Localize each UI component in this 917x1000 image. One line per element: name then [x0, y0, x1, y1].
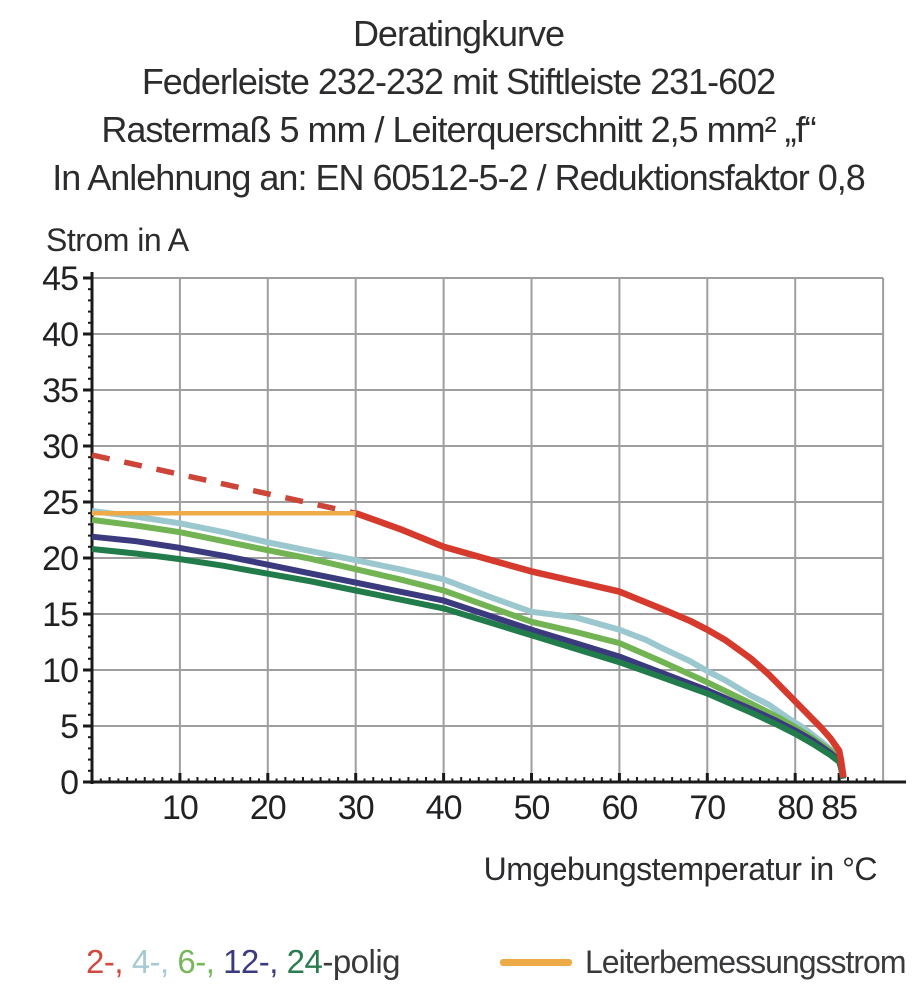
rated-current-label: Leiterbemessungsstrom [585, 943, 906, 980]
y-tick-label-5: 5 [60, 708, 78, 746]
title-line-1: Deratingkurve [352, 13, 565, 54]
x-tick-label-70: 70 [689, 789, 725, 827]
legend-poles-4: 4-, [131, 943, 178, 980]
title-block: Deratingkurve Federleiste 232-232 mit St… [0, 10, 917, 202]
y-axis-label: Strom in A [46, 222, 189, 258]
y-tick-label-10: 10 [42, 652, 78, 690]
x-tick-label-80: 80 [777, 789, 813, 827]
x-tick-label-40: 40 [426, 789, 462, 827]
y-tick-label-20: 20 [42, 540, 78, 578]
x-tick-label-85: 85 [821, 789, 857, 827]
y-tick-label-40: 40 [42, 316, 78, 354]
y-tick-label-45: 45 [42, 260, 78, 298]
legend-poles-24: 24 [286, 943, 323, 980]
x-tick-label-50: 50 [514, 789, 550, 827]
x-tick-label-20: 20 [250, 789, 286, 827]
legend-poles-12: 12-, [223, 943, 287, 980]
y-tick-label-25: 25 [42, 484, 78, 522]
x-axis-label: Umgebungstemperatur in °C [483, 851, 878, 887]
legend-poles-2: 2-, [86, 943, 132, 980]
title-line-3: Rastermaß 5 mm / Leiterquerschnitt 2,5 m… [101, 109, 816, 150]
curve-derating-24polig [91, 546, 847, 780]
title-line-4: In Anlehnung an: EN 60512-5-2 / Reduktio… [52, 157, 866, 198]
poles-legend: 2-, 4-, 6-, 12-, 24 -polig [86, 940, 401, 984]
curve-derating-12polig [91, 533, 847, 780]
x-tick-label-30: 30 [338, 789, 374, 827]
y-tick-label-15: 15 [42, 596, 78, 634]
legend-poles-6: 6-, [177, 943, 224, 980]
y-tick-label-30: 30 [42, 428, 78, 466]
title-line-2: Federleiste 232-232 mit Stiftleiste 231-… [141, 61, 776, 102]
rated-current-line-swatch [500, 958, 572, 966]
curve-derating-2polig [354, 510, 847, 778]
x-tick-label-60: 60 [601, 789, 637, 827]
curve-derating-2polig-dashed [91, 452, 357, 516]
y-tick-label-35: 35 [42, 372, 78, 410]
rated-current-legend: Leiterbemessungsstrom [500, 940, 906, 984]
x-tick-label-10: 10 [162, 789, 198, 827]
y-tick-label-0: 0 [60, 764, 78, 802]
legend-poles-suffix: -polig [322, 943, 401, 980]
